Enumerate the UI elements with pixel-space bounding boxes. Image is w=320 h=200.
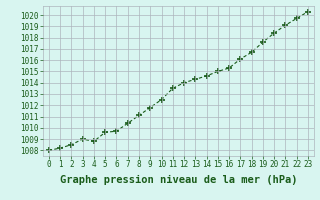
X-axis label: Graphe pression niveau de la mer (hPa): Graphe pression niveau de la mer (hPa) [60, 175, 297, 185]
